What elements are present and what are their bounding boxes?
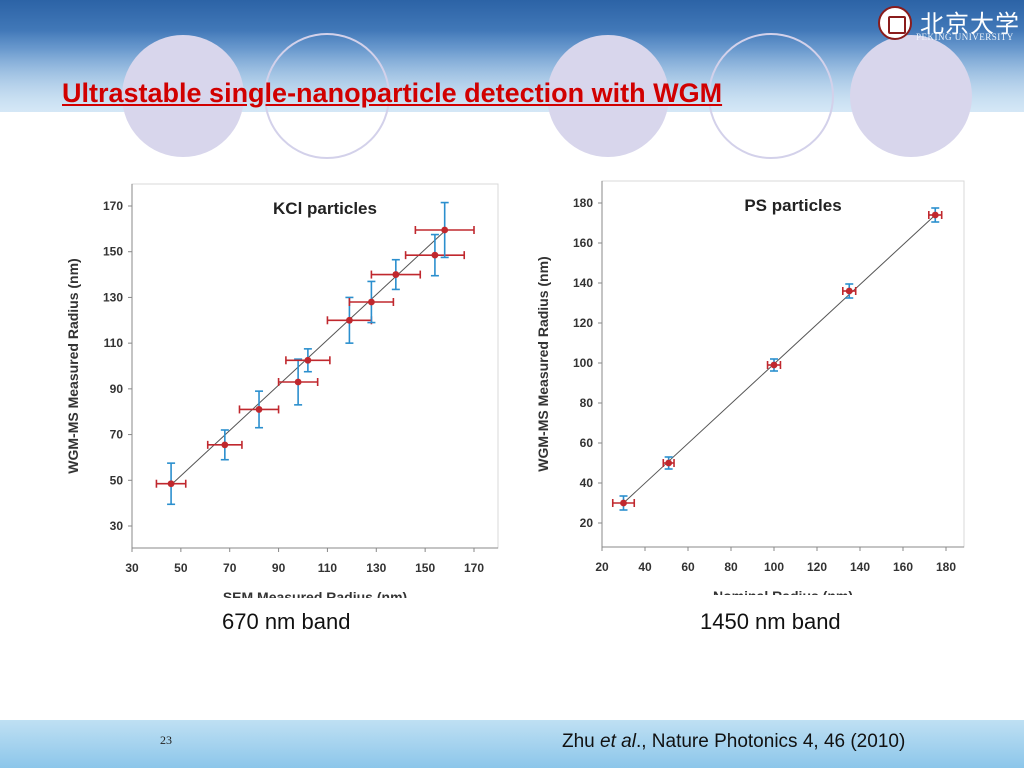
y-tick-label: 50 xyxy=(110,473,124,487)
x-tick-label: 40 xyxy=(638,560,652,574)
citation-rest: ., Nature Photonics 4, 46 (2010) xyxy=(635,731,906,752)
data-point xyxy=(294,378,302,386)
y-tick-label: 60 xyxy=(580,436,594,450)
plot-area xyxy=(131,183,499,549)
x-axis-label: Nominal Radius (nm) xyxy=(713,588,853,595)
decorative-circle xyxy=(850,35,972,157)
y-tick-label: 120 xyxy=(573,316,593,330)
y-tick-label: 40 xyxy=(580,476,594,490)
x-axis-label: SEM Measured Radius (nm) xyxy=(223,589,407,598)
citation-etal: et al xyxy=(600,731,636,752)
y-tick-label: 160 xyxy=(573,236,593,250)
footer-band xyxy=(0,720,1024,768)
y-tick-label: 30 xyxy=(110,519,124,533)
y-tick-label: 20 xyxy=(580,516,594,530)
slide-number: 23 xyxy=(160,733,172,747)
university-seal-icon xyxy=(878,6,912,40)
data-point xyxy=(392,271,400,278)
y-tick-label: 170 xyxy=(103,199,123,213)
data-point xyxy=(770,361,778,369)
x-tick-label: 170 xyxy=(464,561,484,575)
plot-area xyxy=(601,180,965,548)
data-point xyxy=(346,316,353,324)
y-tick-label: 140 xyxy=(573,276,593,290)
x-tick-label: 20 xyxy=(595,560,609,574)
y-tick-label: 70 xyxy=(110,428,124,442)
logo-chinese-text: 北京大学 xyxy=(920,10,1020,38)
y-tick-label: 90 xyxy=(110,382,124,396)
slide-title: Ultrastable single-nanoparticle detectio… xyxy=(62,78,723,108)
x-tick-label: 50 xyxy=(174,561,188,575)
kcl-particles-chart: 30 50 70 90 110 130 150 170 30 50 70 90 110 130 150 170… xyxy=(65,183,499,598)
x-tick-label: 150 xyxy=(415,561,435,575)
y-tick-label: 130 xyxy=(103,290,123,304)
x-tick-label: 140 xyxy=(850,560,870,574)
x-tick-label: 30 xyxy=(125,561,139,575)
data-point xyxy=(221,441,229,449)
decorative-circle xyxy=(122,35,244,157)
data-point xyxy=(665,459,673,467)
university-logo: 北京大学 PEKING UNIVERSITY xyxy=(872,2,1024,46)
data-point xyxy=(304,356,312,364)
data-point xyxy=(167,480,175,488)
band-label-670: 670 nm band xyxy=(222,609,351,634)
chart-title: PS particles xyxy=(744,196,841,215)
x-tick-label: 130 xyxy=(366,561,386,575)
data-point xyxy=(431,251,439,259)
x-tick-label: 100 xyxy=(764,560,784,574)
y-tick-label: 150 xyxy=(103,245,123,259)
decorative-circle xyxy=(547,35,669,157)
fit-line xyxy=(623,214,936,504)
citation: Zhu et al., Nature Photonics 4, 46 (2010… xyxy=(562,731,905,753)
x-tick-label: 60 xyxy=(681,560,695,574)
data-point xyxy=(620,499,627,507)
x-tick-label: 180 xyxy=(936,560,956,574)
ps-particles-chart: 20 40 60 80 100 120 140 160 180 20 40 60 80 100 120 140… xyxy=(535,180,965,595)
x-tick-label: 80 xyxy=(724,560,738,574)
decorative-ring xyxy=(264,33,390,159)
decorative-ring xyxy=(708,33,834,159)
band-label-1450: 1450 nm band xyxy=(700,609,841,634)
y-tick-label: 110 xyxy=(104,336,124,350)
y-axis-label: WGM-MS Measured Radius (nm) xyxy=(65,258,81,473)
data-point xyxy=(845,287,853,295)
data-point xyxy=(441,226,449,234)
x-tick-label: 90 xyxy=(272,561,286,575)
data-point xyxy=(368,298,375,306)
citation-author: Zhu xyxy=(562,731,601,752)
y-tick-label: 180 xyxy=(573,196,593,210)
x-tick-label: 160 xyxy=(893,560,913,574)
data-point xyxy=(255,406,263,413)
x-tick-label: 70 xyxy=(223,561,237,575)
y-axis-label: WGM-MS Measured Radius (nm) xyxy=(535,256,551,471)
x-tick-label: 110 xyxy=(318,561,338,575)
logo-english-text: PEKING UNIVERSITY xyxy=(916,32,1014,42)
chart-title: KCl particles xyxy=(273,199,377,218)
x-tick-label: 120 xyxy=(807,560,827,574)
y-tick-label: 100 xyxy=(573,356,593,370)
data-point xyxy=(931,211,939,219)
y-tick-label: 80 xyxy=(580,396,594,410)
